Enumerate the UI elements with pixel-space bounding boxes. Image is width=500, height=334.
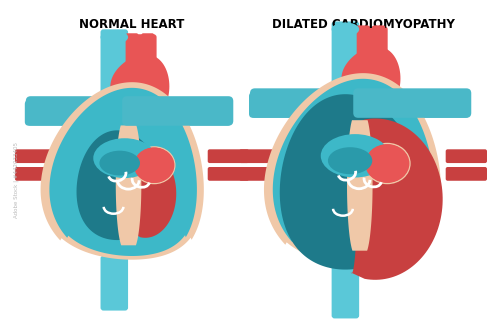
Ellipse shape [366, 144, 408, 183]
Ellipse shape [321, 134, 390, 177]
FancyBboxPatch shape [100, 256, 128, 311]
FancyBboxPatch shape [15, 149, 56, 163]
FancyBboxPatch shape [26, 96, 135, 126]
FancyBboxPatch shape [131, 34, 156, 114]
Ellipse shape [134, 148, 173, 183]
FancyBboxPatch shape [208, 167, 249, 181]
Polygon shape [350, 119, 442, 280]
Ellipse shape [328, 147, 372, 174]
Polygon shape [50, 88, 197, 256]
Ellipse shape [94, 138, 156, 178]
FancyBboxPatch shape [446, 167, 487, 181]
FancyBboxPatch shape [332, 21, 359, 111]
FancyBboxPatch shape [250, 88, 366, 118]
FancyBboxPatch shape [372, 25, 385, 57]
Polygon shape [280, 94, 422, 270]
FancyBboxPatch shape [362, 26, 388, 106]
Ellipse shape [364, 143, 410, 184]
Text: Adobe Stock | #442033405: Adobe Stock | #442033405 [13, 142, 18, 218]
Text: NORMAL HEART: NORMAL HEART [80, 18, 184, 31]
FancyBboxPatch shape [15, 167, 56, 181]
FancyBboxPatch shape [446, 149, 487, 163]
Ellipse shape [132, 146, 176, 184]
FancyBboxPatch shape [332, 264, 359, 318]
Polygon shape [342, 46, 400, 111]
FancyBboxPatch shape [354, 88, 472, 118]
Polygon shape [347, 120, 372, 251]
FancyBboxPatch shape [142, 33, 154, 65]
Polygon shape [76, 130, 165, 240]
Polygon shape [273, 79, 434, 262]
FancyBboxPatch shape [239, 167, 281, 181]
FancyBboxPatch shape [100, 29, 128, 119]
FancyBboxPatch shape [356, 25, 370, 57]
Ellipse shape [100, 30, 128, 44]
FancyBboxPatch shape [120, 100, 232, 126]
Ellipse shape [134, 148, 174, 183]
Polygon shape [40, 82, 204, 260]
Polygon shape [134, 149, 176, 238]
FancyBboxPatch shape [25, 100, 131, 126]
FancyBboxPatch shape [208, 149, 249, 163]
Ellipse shape [365, 144, 410, 183]
Polygon shape [116, 126, 141, 245]
FancyBboxPatch shape [352, 92, 470, 118]
Polygon shape [264, 73, 441, 266]
FancyBboxPatch shape [122, 96, 234, 126]
Polygon shape [110, 54, 170, 119]
Ellipse shape [332, 22, 359, 36]
FancyBboxPatch shape [239, 149, 281, 163]
Ellipse shape [100, 151, 140, 175]
Text: DILATED CARDIOMYOPATHY: DILATED CARDIOMYOPATHY [272, 18, 454, 31]
FancyBboxPatch shape [126, 33, 138, 65]
FancyBboxPatch shape [249, 92, 362, 118]
